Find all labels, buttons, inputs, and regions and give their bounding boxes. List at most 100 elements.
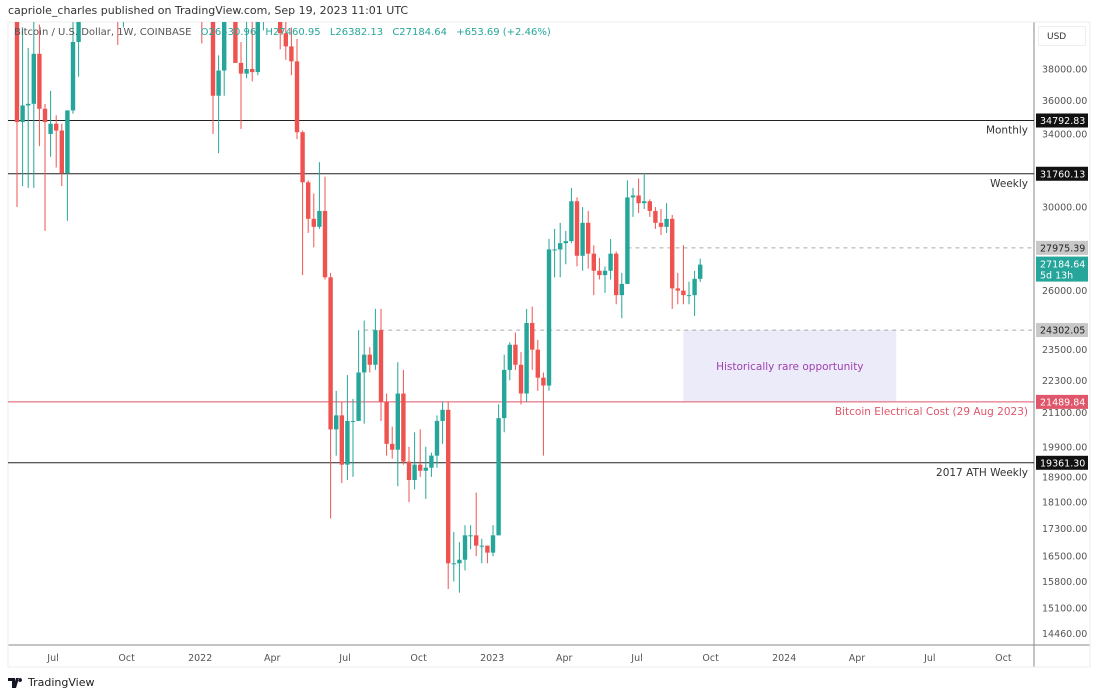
- time-tick-label: Apr: [849, 653, 866, 664]
- candle-body: [278, 22, 283, 34]
- candle: [647, 199, 652, 217]
- candle: [636, 178, 641, 213]
- candle-body: [446, 409, 451, 564]
- candle: [390, 426, 395, 459]
- candle-body: [238, 62, 244, 74]
- time-tick-label: Jul: [46, 653, 58, 664]
- candle: [474, 492, 479, 557]
- candle: [664, 203, 669, 233]
- price-label-bg: [1036, 240, 1088, 255]
- candle-body: [244, 69, 249, 74]
- candle: [172, 0, 176, 11]
- ohlc-open: O26530.96: [200, 27, 257, 38]
- candle-body: [406, 461, 412, 480]
- candle: [42, 103, 48, 231]
- candle: [255, 22, 260, 76]
- candle-body: [401, 393, 406, 462]
- candle-body: [462, 535, 468, 560]
- candle-body: [272, 0, 276, 8]
- candle-body: [434, 420, 440, 456]
- ohlc-low: L26382.13: [329, 27, 384, 38]
- candle-body: [642, 201, 647, 204]
- candle-body: [378, 330, 384, 402]
- candle: [278, 22, 283, 50]
- price-tick-label: 26000.00: [1042, 286, 1087, 297]
- candle-body: [675, 288, 680, 291]
- price-tick-label: 22300.00: [1042, 376, 1087, 387]
- candle-body: [322, 210, 328, 278]
- candle: [446, 401, 451, 589]
- candle: [468, 525, 473, 550]
- candle: [384, 393, 389, 456]
- price-label: 31760.13: [1040, 169, 1085, 180]
- candle-body: [586, 222, 591, 254]
- candle-body: [65, 110, 70, 174]
- candle-body: [653, 210, 658, 223]
- candle: [233, 22, 238, 63]
- opportunity-zone-label: Historically rare opportunity: [716, 361, 863, 373]
- candle-body: [300, 132, 305, 183]
- ohlc-high: H27460.95: [265, 27, 321, 38]
- candle: [356, 330, 361, 421]
- price-label-bg: [1036, 166, 1088, 181]
- candle-body: [664, 218, 669, 227]
- candle: [328, 272, 333, 519]
- symbol-name[interactable]: Bitcoin / U.S. Dollar, 1W, COINBASE: [14, 27, 192, 38]
- candle-body: [339, 415, 344, 465]
- price-label: 24302.05: [1040, 326, 1085, 337]
- candle-body: [76, 22, 81, 42]
- candle-body: [261, 0, 265, 20]
- candle-body: [48, 123, 53, 134]
- time-tick-label: Jul: [338, 653, 350, 664]
- candle: [238, 41, 244, 129]
- time-tick-label: 2022: [188, 653, 212, 664]
- candle-body: [395, 393, 400, 450]
- time-tick-label: Oct: [995, 653, 1012, 664]
- candle-body: [630, 195, 636, 198]
- candle-body: [345, 420, 350, 465]
- ohlc-close: C27184.64: [392, 27, 448, 38]
- candle: [272, 0, 276, 9]
- candle: [552, 228, 557, 278]
- candle: [502, 354, 507, 433]
- candle: [591, 245, 596, 296]
- price-label-bg: [1036, 323, 1088, 338]
- currency-button[interactable]: USD: [1038, 26, 1086, 46]
- price-label: 27975.39: [1040, 243, 1085, 254]
- tradingview-logo: TradingView: [8, 676, 94, 689]
- candle-body: [356, 372, 361, 421]
- candle-body: [317, 210, 322, 227]
- price-label-bg: [1036, 113, 1088, 128]
- price-tick-label: 36000.00: [1042, 96, 1087, 107]
- candle-body: [200, 0, 204, 13]
- price-label-bg: [1036, 394, 1088, 409]
- candle: [31, 22, 36, 188]
- candle-body: [20, 105, 25, 123]
- candle-body: [468, 535, 473, 537]
- candle: [406, 446, 412, 503]
- candle: [261, 0, 265, 31]
- candle: [530, 306, 535, 370]
- level-label: Monthly: [986, 124, 1028, 136]
- candle: [26, 47, 31, 188]
- candle-body: [602, 270, 608, 276]
- price-label: 19361.30: [1040, 458, 1085, 469]
- candle: [485, 545, 490, 564]
- level-label: 2017 ATH Weekly: [936, 467, 1028, 479]
- candle-body: [222, 22, 227, 71]
- candle-body: [283, 33, 288, 47]
- candle: [513, 332, 518, 370]
- price-label: 34792.83: [1040, 116, 1085, 127]
- candle-body: [384, 401, 389, 444]
- candle: [681, 245, 686, 305]
- candle: [658, 209, 664, 235]
- candle: [490, 525, 496, 557]
- candle-body: [210, 22, 216, 96]
- candle: [479, 538, 484, 564]
- candle: [423, 446, 428, 499]
- tradingview-logo-icon: [8, 677, 23, 688]
- candle-body: [535, 349, 540, 378]
- candle: [418, 429, 423, 477]
- candle: [412, 432, 417, 490]
